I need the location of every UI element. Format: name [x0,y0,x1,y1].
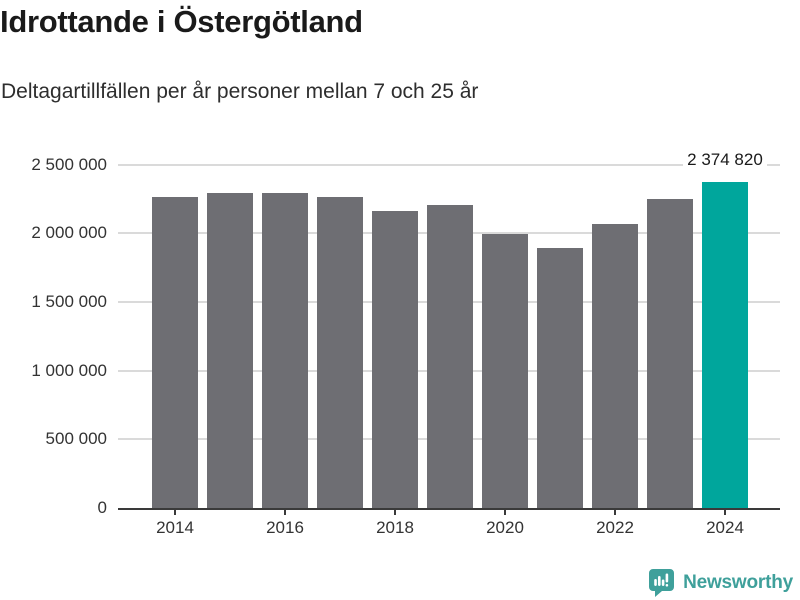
page-title: Idrottande i Östergötland [0,4,363,39]
page-subtitle: Deltagartillfällen per år personer mella… [1,80,479,103]
x-tick-2022 [614,510,616,515]
bar-2019 [427,205,473,509]
x-axis-label: 2014 [156,518,194,537]
brand-footer: Newsworthy [648,568,793,598]
y-axis-label: 1 000 000 [31,360,107,380]
x-axis-label: 2018 [376,518,414,537]
newsworthy-logo-icon [649,569,675,597]
x-axis-label: 2024 [706,518,744,537]
bar-2023 [647,198,693,509]
x-axis-label: 2020 [486,518,524,537]
bar-2018 [372,211,418,509]
x-tick-2020 [504,510,506,515]
value-annotation: 2 374 820 [645,149,800,170]
x-tick-2016 [284,510,286,515]
x-tick-2018 [394,510,396,515]
bar-2024 [702,181,748,509]
y-axis-label: 1 500 000 [31,291,107,311]
y-axis-label: 2 500 000 [31,154,107,174]
x-tick-2024 [724,510,726,515]
x-tick-2014 [174,510,176,515]
y-axis-label: 0 [97,498,107,517]
x-axis-line [118,508,780,510]
bar-2014 [152,196,198,509]
gridline-2500000 [118,163,780,166]
bar-2017 [317,196,363,509]
bar-2021 [537,247,583,509]
bar-2016 [262,193,308,509]
y-axis-label: 500 000 [45,429,107,449]
y-axis-label: 2 000 000 [31,223,107,243]
x-axis-label: 2022 [596,518,634,537]
brand-name: Newsworthy [683,572,793,593]
value-annotation-text: 2 374 820 [683,150,767,169]
bar-2015 [207,193,253,509]
bar-2022 [592,223,638,509]
x-axis-label: 2016 [266,518,304,537]
bar-2020 [482,234,528,509]
